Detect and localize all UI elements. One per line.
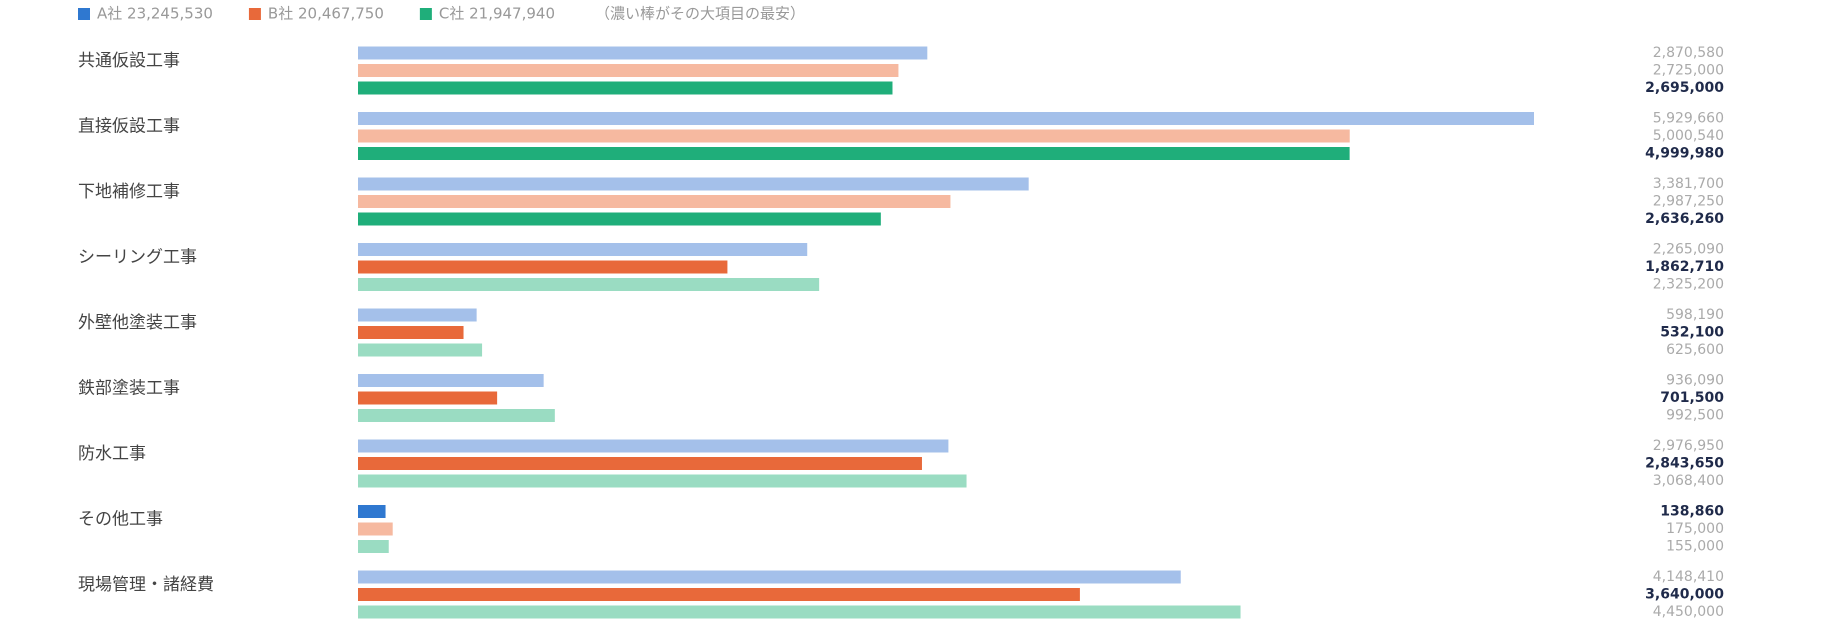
value-label: 2,325,200 — [1653, 277, 1724, 293]
bar — [358, 605, 1241, 619]
value-label: 2,725,000 — [1653, 63, 1724, 79]
value-label: 2,843,650 — [1645, 456, 1724, 472]
category-label: 共通仮設工事 — [78, 51, 180, 71]
bar — [358, 439, 949, 453]
bar — [358, 81, 893, 95]
bar — [358, 326, 464, 339]
bar — [358, 343, 483, 357]
bar — [358, 522, 393, 536]
bar — [358, 374, 544, 387]
value-label: 2,695,000 — [1645, 80, 1724, 96]
bar — [358, 308, 477, 322]
legend-label: C社 21,947,940 — [439, 5, 555, 23]
category-label: 下地補修工事 — [78, 182, 180, 202]
value-label: 936,090 — [1666, 373, 1724, 389]
bar — [358, 46, 928, 60]
bar — [358, 260, 728, 274]
legend-swatch — [419, 8, 432, 20]
bar — [358, 588, 1080, 601]
value-label: 3,640,000 — [1645, 587, 1724, 603]
bar — [358, 391, 498, 405]
value-label: 5,929,660 — [1653, 111, 1724, 127]
value-label: 992,500 — [1666, 408, 1724, 424]
category-label: シーリング工事 — [78, 248, 197, 268]
category-label: その他工事 — [78, 510, 163, 530]
bar — [358, 64, 899, 77]
bar — [358, 112, 1534, 125]
value-label: 2,265,090 — [1653, 242, 1724, 258]
category-label: 鉄部塗装工事 — [78, 378, 180, 399]
value-label: 1,862,710 — [1645, 259, 1724, 275]
legend-swatch — [78, 8, 90, 20]
value-label: 2,976,950 — [1653, 438, 1724, 454]
bar — [358, 540, 389, 553]
bar — [358, 212, 881, 226]
bar — [358, 570, 1181, 584]
value-label: 155,000 — [1666, 539, 1724, 555]
value-label: 598,190 — [1666, 307, 1724, 323]
bar — [358, 195, 951, 208]
value-label: 4,148,410 — [1653, 569, 1724, 585]
legend-note: （濃い棒がその大項目の最安） — [595, 5, 805, 23]
category-label: 防水工事 — [78, 444, 146, 464]
category-label: 外壁他塗装工事 — [78, 312, 197, 333]
value-label: 138,860 — [1660, 504, 1724, 520]
value-label: 5,000,540 — [1653, 128, 1724, 144]
value-label: 3,381,700 — [1653, 176, 1724, 192]
value-label: 3,068,400 — [1653, 473, 1724, 489]
bar — [358, 129, 1350, 143]
value-label: 701,500 — [1660, 390, 1724, 406]
value-label: 2,636,260 — [1645, 211, 1724, 227]
category-label: 現場管理・諸経費 — [78, 575, 214, 595]
bar — [358, 505, 386, 518]
legend-swatch — [248, 8, 261, 20]
bar — [358, 457, 922, 470]
value-label: 2,870,580 — [1653, 45, 1724, 61]
bar — [358, 474, 967, 488]
legend-label: B社 20,467,750 — [268, 5, 384, 23]
legend-label: A社 23,245,530 — [97, 5, 213, 23]
category-label: 直接仮設工事 — [78, 117, 180, 137]
value-label: 2,987,250 — [1653, 194, 1724, 210]
bar — [358, 177, 1029, 191]
bar — [358, 147, 1350, 160]
value-label: 625,600 — [1666, 342, 1724, 358]
bar — [358, 409, 555, 422]
value-label: 175,000 — [1666, 521, 1724, 537]
value-label: 532,100 — [1660, 325, 1724, 341]
value-label: 4,999,980 — [1645, 146, 1724, 162]
bar — [358, 243, 808, 256]
value-label: 4,450,000 — [1653, 604, 1724, 620]
bar — [358, 278, 820, 291]
